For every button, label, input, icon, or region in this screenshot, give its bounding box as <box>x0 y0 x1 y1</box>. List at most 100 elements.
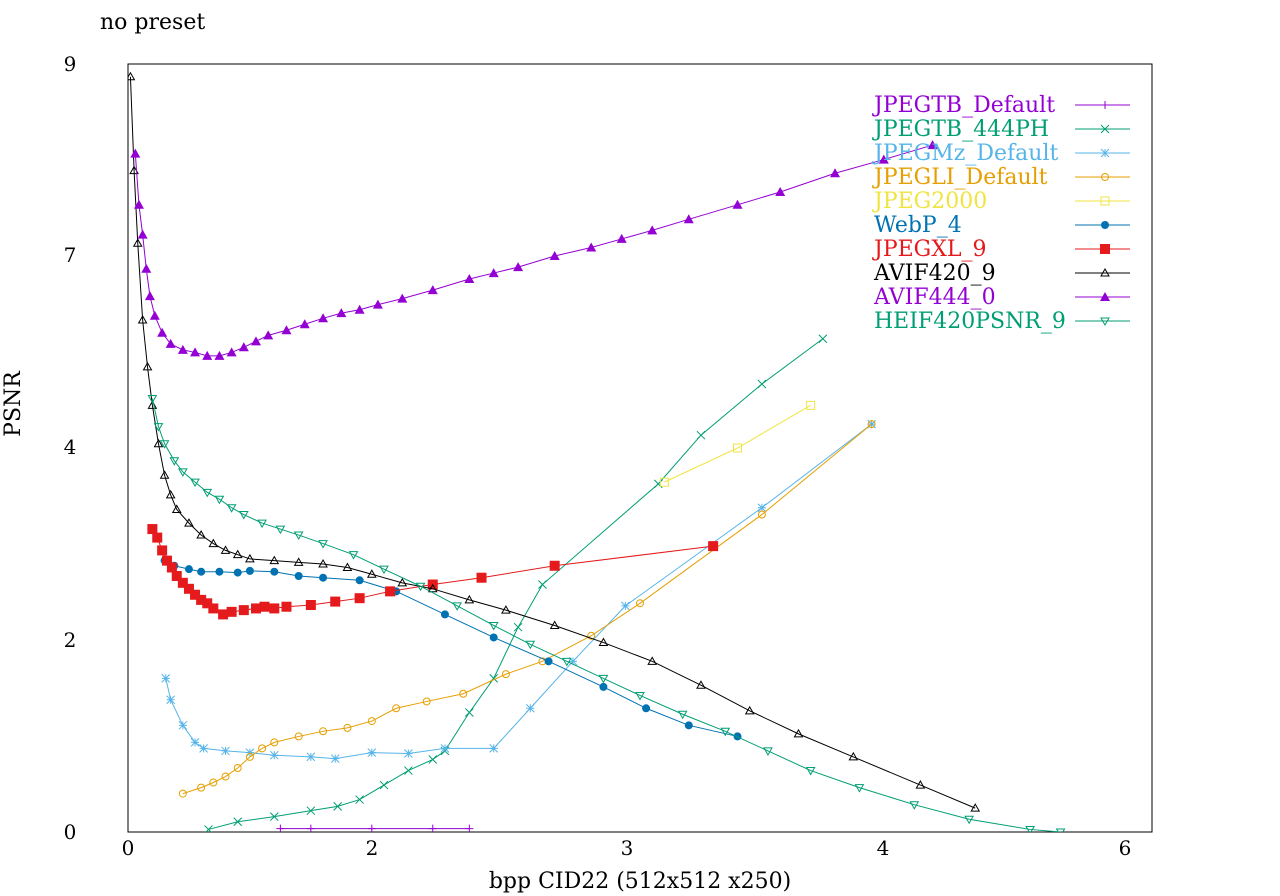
data-point <box>245 752 254 761</box>
data-point <box>281 325 292 335</box>
legend-label: JPEGTB_444PH <box>872 117 1049 142</box>
series-JPEGLI_Default <box>178 420 876 798</box>
data-point <box>166 695 176 705</box>
data-point <box>218 609 229 620</box>
data-point <box>404 749 413 758</box>
data-point <box>157 545 168 556</box>
series-HEIF420PSNR_9 <box>147 395 1066 832</box>
data-point <box>330 754 340 763</box>
data-point <box>708 541 719 552</box>
data-point <box>226 347 237 357</box>
data-point <box>149 310 160 320</box>
data-point <box>683 214 694 224</box>
data-point <box>476 572 487 583</box>
legend-label: AVIF444_0 <box>873 285 996 310</box>
data-point <box>642 704 651 713</box>
data-point <box>561 657 572 667</box>
data-point <box>621 601 630 611</box>
legend-marker <box>1100 148 1110 158</box>
data-point <box>348 551 359 560</box>
data-point <box>428 755 438 764</box>
data-point <box>133 199 144 209</box>
data-point <box>238 511 249 520</box>
chart-title: no preset <box>100 10 205 35</box>
data-point <box>636 599 644 608</box>
data-point <box>525 703 535 713</box>
data-point <box>318 559 328 568</box>
x-axis-ticks: 0 2 3 4 6 <box>122 836 1132 860</box>
legend-marker <box>1100 244 1110 254</box>
legend-label: JPEGLI_Default <box>872 165 1048 190</box>
data-point <box>147 400 158 409</box>
data-point <box>270 567 279 576</box>
data-point <box>330 596 341 607</box>
data-point <box>367 824 376 832</box>
legend-marker <box>1101 173 1109 181</box>
data-point <box>428 824 437 832</box>
legend-marker <box>1100 267 1110 277</box>
data-point <box>464 594 475 604</box>
data-point <box>177 344 188 354</box>
data-point <box>367 748 377 757</box>
series-AVIF444_0 <box>130 140 938 360</box>
data-point <box>805 767 816 776</box>
data-point <box>488 621 499 631</box>
data-point <box>1025 825 1035 832</box>
y-axis-ticks: 0 2 4 7 9 <box>64 52 77 844</box>
data-point <box>233 764 242 772</box>
data-point <box>137 229 148 239</box>
series-JPEGXL_9 <box>147 524 719 620</box>
legend-item: AVIF444_0 <box>873 285 1130 310</box>
legend-item: WebP_4 <box>874 213 1130 238</box>
data-point <box>183 583 194 594</box>
data-point <box>598 637 609 647</box>
data-point <box>153 423 164 432</box>
data-point <box>970 803 981 812</box>
y-tick-label: 0 <box>64 820 77 844</box>
data-point <box>305 600 316 611</box>
data-point <box>440 610 449 619</box>
data-point <box>238 605 249 616</box>
data-point <box>220 545 231 554</box>
data-point <box>209 778 218 787</box>
data-point <box>178 720 188 730</box>
data-point <box>757 503 767 513</box>
data-point <box>392 704 401 713</box>
x-tick-label: 2 <box>366 836 379 860</box>
data-point <box>440 744 450 753</box>
legend-item: AVIF420_9 <box>873 261 1130 286</box>
data-point <box>598 674 609 684</box>
data-point <box>202 488 213 498</box>
data-point <box>221 772 230 781</box>
data-point <box>159 440 170 449</box>
series-line <box>151 398 1061 832</box>
data-point <box>281 601 292 612</box>
data-point <box>161 674 171 683</box>
data-point <box>208 603 219 614</box>
data-point <box>269 750 279 760</box>
data-point <box>333 802 343 811</box>
data-point <box>259 601 270 612</box>
data-point <box>306 806 316 816</box>
data-point <box>372 299 383 309</box>
data-point <box>544 657 553 666</box>
data-point <box>488 268 499 278</box>
data-point <box>732 199 743 209</box>
data-point <box>171 504 182 513</box>
data-point <box>733 443 743 453</box>
x-tick-label: 6 <box>1119 836 1132 860</box>
legend-marker <box>1100 292 1110 301</box>
data-point <box>599 682 608 691</box>
data-point <box>306 752 316 762</box>
data-point <box>336 308 347 318</box>
data-point <box>275 525 286 535</box>
data-point <box>208 538 219 548</box>
data-point <box>909 801 920 810</box>
legend-label: JPEGTB_Default <box>872 93 1055 118</box>
series-WebP_4 <box>160 556 742 741</box>
data-point <box>763 747 773 756</box>
data-point <box>226 504 237 513</box>
legend-item: JPEG2000 <box>872 189 1130 214</box>
data-point <box>538 580 547 589</box>
